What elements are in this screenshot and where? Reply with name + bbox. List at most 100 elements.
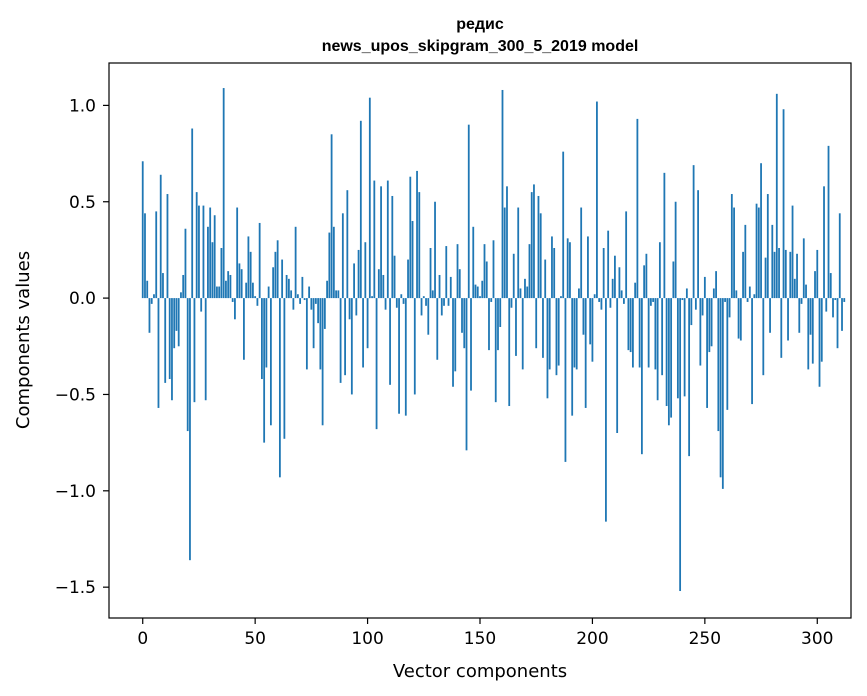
bar: [690, 298, 693, 326]
bar: [627, 298, 630, 351]
bar: [573, 298, 576, 368]
bar: [710, 298, 713, 347]
bar: [535, 298, 538, 349]
bar: [800, 298, 803, 304]
bar: [416, 170, 418, 299]
bar: [546, 298, 549, 399]
bar: [186, 298, 189, 432]
bar: [796, 253, 798, 299]
bar: [461, 298, 463, 333]
bar: [742, 251, 744, 299]
bar: [728, 298, 731, 318]
bar: [447, 298, 450, 306]
bar: [472, 226, 475, 299]
bar: [245, 282, 248, 299]
bar: [739, 298, 742, 341]
bar: [699, 298, 702, 366]
bar: [733, 207, 735, 299]
bar: [236, 207, 239, 299]
bar: [479, 296, 481, 299]
bar: [706, 298, 708, 408]
bar: [751, 298, 753, 405]
y-tick-label: 0.0: [69, 289, 96, 309]
bar: [672, 261, 675, 299]
x-tick-label: 0: [137, 629, 148, 649]
bar: [281, 259, 284, 299]
bar: [317, 298, 320, 324]
bar: [548, 298, 551, 370]
bar: [153, 294, 155, 299]
bar: [569, 242, 571, 299]
bar: [683, 298, 686, 397]
bar: [157, 298, 160, 408]
bar: [492, 240, 495, 299]
bar: [744, 224, 747, 299]
bar: [771, 224, 774, 299]
bar: [823, 186, 825, 299]
bar: [793, 278, 796, 299]
bar: [589, 298, 592, 345]
bar: [551, 236, 553, 299]
x-axis-label: Vector components: [393, 661, 567, 682]
bar: [764, 257, 767, 299]
bar: [681, 298, 684, 301]
bar: [323, 298, 326, 329]
bar: [200, 298, 203, 312]
bar: [787, 298, 789, 341]
bar: [344, 298, 346, 376]
bar: [647, 298, 650, 368]
bar: [375, 298, 378, 430]
x-axis-ticks: 0 50 100 150 200 250 300: [137, 618, 833, 649]
bar: [591, 298, 594, 362]
bar: [602, 248, 605, 299]
bar: [144, 213, 146, 299]
bar: [443, 298, 445, 306]
bar: [278, 298, 281, 478]
bar: [207, 226, 209, 299]
bar: [562, 151, 565, 299]
bar: [566, 238, 569, 299]
bar: [359, 120, 362, 299]
bar: [252, 282, 254, 299]
bar: [501, 89, 504, 299]
bar: [166, 194, 169, 299]
bar: [173, 298, 176, 349]
bar: [258, 222, 261, 299]
bar: [553, 248, 556, 299]
bar: [308, 286, 311, 299]
bar: [494, 298, 497, 403]
bar: [488, 298, 490, 351]
bar: [371, 296, 373, 299]
bar: [175, 298, 178, 331]
bar: [638, 298, 641, 368]
bar: [429, 248, 432, 299]
bar: [209, 207, 212, 299]
bar: [229, 274, 232, 299]
bar: [512, 253, 515, 299]
bar: [476, 286, 479, 299]
bar: [508, 298, 511, 407]
bar: [204, 298, 207, 401]
y-axis-ticks: −1.5 −1.0 −0.5 0.0 0.5 1.0: [55, 96, 109, 598]
bar: [393, 255, 396, 299]
bar: [530, 192, 533, 299]
bar: [760, 163, 762, 299]
bar: [222, 88, 225, 299]
bar: [658, 242, 661, 299]
bar: [632, 298, 634, 368]
bar: [389, 298, 391, 385]
bar: [193, 298, 196, 403]
bar: [645, 253, 648, 299]
bar: [391, 195, 394, 299]
y-tick-label: −1.0: [55, 482, 96, 502]
bar: [816, 249, 819, 299]
bar: [400, 294, 403, 299]
bar: [335, 290, 337, 299]
bar: [539, 213, 542, 299]
bar: [703, 276, 706, 299]
y-tick-label: −0.5: [55, 385, 96, 405]
bar: [332, 226, 335, 299]
bar: [814, 271, 816, 299]
bar: [265, 298, 268, 368]
x-tick-label: 100: [351, 629, 383, 649]
